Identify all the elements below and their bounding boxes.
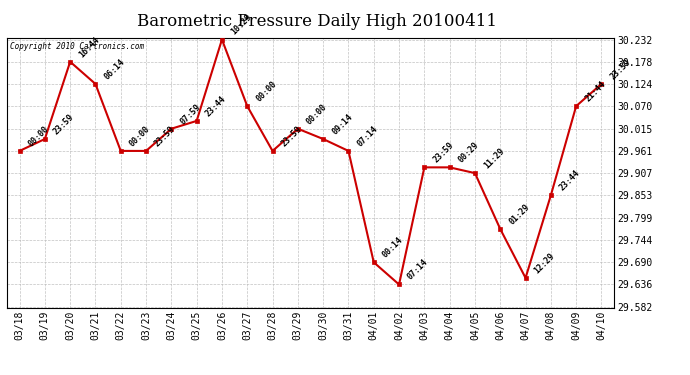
Text: 23:59: 23:59 xyxy=(609,57,633,81)
Text: Copyright 2010 Cartronics.com: Copyright 2010 Cartronics.com xyxy=(10,42,144,51)
Text: 23:59: 23:59 xyxy=(52,112,76,136)
Text: 23:59: 23:59 xyxy=(431,141,455,165)
Text: 00:00: 00:00 xyxy=(26,124,50,148)
Text: Barometric Pressure Daily High 20100411: Barometric Pressure Daily High 20100411 xyxy=(137,13,497,30)
Text: 01:29: 01:29 xyxy=(507,202,531,226)
Text: 23:59: 23:59 xyxy=(153,124,177,148)
Text: 16:44: 16:44 xyxy=(77,35,101,59)
Text: 11:29: 11:29 xyxy=(482,146,506,170)
Text: 23:44: 23:44 xyxy=(558,168,582,192)
Text: 00:29: 00:29 xyxy=(457,141,481,165)
Text: 00:00: 00:00 xyxy=(305,102,329,126)
Text: 07:14: 07:14 xyxy=(355,124,380,148)
Text: 10:29: 10:29 xyxy=(229,13,253,37)
Text: 07:59: 07:59 xyxy=(178,102,202,126)
Text: 09:14: 09:14 xyxy=(330,112,354,136)
Text: 12:29: 12:29 xyxy=(533,251,557,275)
Text: 06:14: 06:14 xyxy=(102,57,126,81)
Text: 00:00: 00:00 xyxy=(128,124,152,148)
Text: 00:14: 00:14 xyxy=(381,236,405,260)
Text: 21:44: 21:44 xyxy=(583,79,607,104)
Text: 07:14: 07:14 xyxy=(406,258,430,282)
Text: 23:59: 23:59 xyxy=(279,124,304,148)
Text: 23:44: 23:44 xyxy=(204,94,228,118)
Text: 00:00: 00:00 xyxy=(254,79,278,104)
